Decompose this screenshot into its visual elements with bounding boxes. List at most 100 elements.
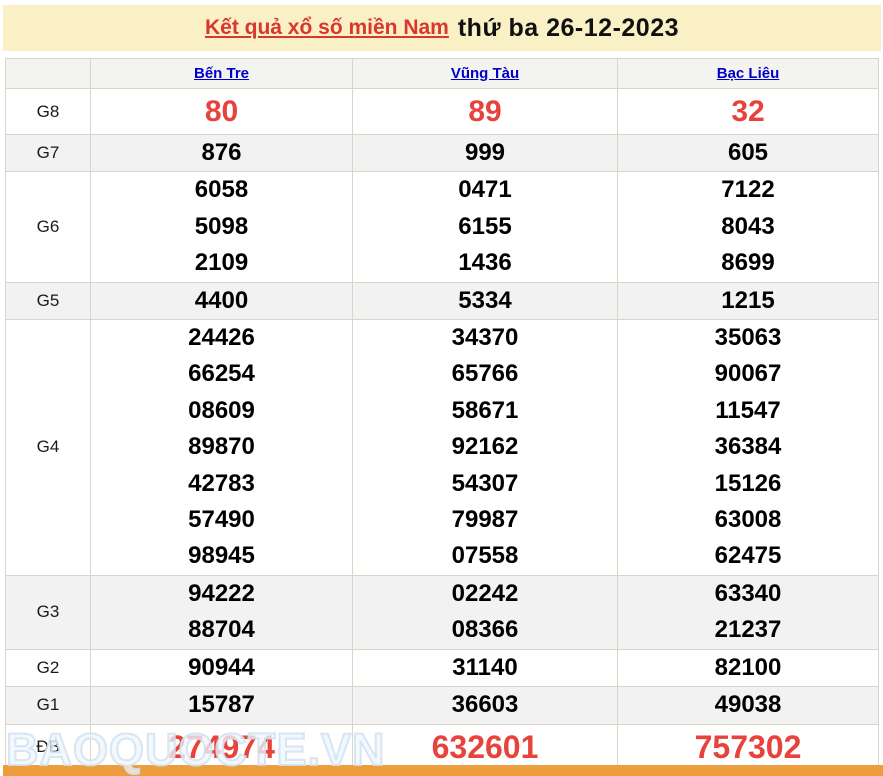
prize-cell: 7122 8043 8699 <box>617 171 879 283</box>
prize-number: 5098 <box>194 212 249 240</box>
prize-number: 54307 <box>451 469 519 497</box>
prize-number: 02242 <box>451 579 519 607</box>
prize-row: G5 4400 5334 1215 <box>5 281 879 321</box>
province-link-3[interactable]: Bạc Liêu <box>716 64 780 82</box>
prize-number: 89870 <box>188 433 255 461</box>
prize-number: 66254 <box>188 360 255 388</box>
prize-cell: 999 <box>352 133 618 173</box>
prize-label: G5 <box>5 281 91 321</box>
prize-cell: 0471 6155 1436 <box>352 171 618 283</box>
prize-number: 15126 <box>714 469 782 497</box>
prize-number: 94222 <box>188 579 255 607</box>
prize-cell: 31140 <box>352 648 618 688</box>
prize-number: 58671 <box>451 396 519 424</box>
prize-number: 0471 <box>458 176 512 204</box>
prize-number: 89 <box>468 95 502 128</box>
prize-label: G6 <box>5 171 91 283</box>
prize-number: 08609 <box>188 396 255 424</box>
results-table: Bến Tre Vũng Tàu Bạc Liêu G8 80 89 32 G7 876 9… <box>5 58 879 770</box>
prize-number: 07558 <box>451 542 519 570</box>
prize-label: G7 <box>5 133 91 173</box>
prize-number: 63008 <box>714 506 782 534</box>
prize-number: 36603 <box>451 691 519 719</box>
prize-cell: 632601 <box>352 723 618 770</box>
prize-number: 80 <box>204 95 239 128</box>
prize-cell: 757302 <box>617 723 879 770</box>
prize-number: 98945 <box>188 542 255 570</box>
prize-number: 274974 <box>168 728 275 765</box>
prize-row: G3 94222 88704 02242 08366 63340 21237 <box>5 574 879 650</box>
prize-number: 1215 <box>721 286 775 314</box>
prize-row: G1 15787 36603 49038 <box>5 686 879 725</box>
title-bar: Kết quả xổ số miền Nam thứ ba 26-12-2023 <box>3 5 881 51</box>
province-header: Vũng Tàu <box>352 58 618 89</box>
prize-number: 7122 <box>721 176 775 204</box>
prize-row: G4 24426 66254 08609 89870 42783 57490 98945 343… <box>5 319 879 576</box>
prize-number: 42783 <box>188 469 255 497</box>
prize-number: 605 <box>727 139 769 166</box>
prize-cell: 35063 90067 11547 36384 15126 63008 62475 <box>617 319 879 576</box>
prize-number: 6155 <box>458 212 512 240</box>
province-header: Bạc Liêu <box>617 58 879 89</box>
results-tbody: G8 80 89 32 G7 876 999 605 G6 6058 5098 2109 0471 615… <box>5 88 879 770</box>
prize-cell: 90944 <box>90 648 353 688</box>
prize-number: 08366 <box>451 616 519 644</box>
prize-cell: 605 <box>617 133 879 173</box>
prize-number: 21237 <box>714 616 782 644</box>
prize-number: 82100 <box>714 653 782 681</box>
prize-number: 79987 <box>451 506 519 534</box>
prize-label: G4 <box>5 319 91 576</box>
prize-cell: 15787 <box>90 686 353 725</box>
prize-row: G7 876 999 605 <box>5 133 879 173</box>
prize-cell: 1215 <box>617 281 879 321</box>
prize-number: 11547 <box>715 396 781 424</box>
prize-number: 24426 <box>188 324 255 352</box>
prize-cell: 34370 65766 58671 92162 54307 79987 07558 <box>352 319 618 576</box>
prize-number: 1436 <box>458 249 512 277</box>
prize-number: 90944 <box>188 653 255 681</box>
prize-cell: 02242 08366 <box>352 574 618 650</box>
prize-number: 15787 <box>188 691 255 719</box>
prize-number: 876 <box>201 139 242 166</box>
prize-number: 6058 <box>194 176 249 204</box>
prize-number: 31140 <box>452 653 518 681</box>
prize-number: 62475 <box>714 542 782 570</box>
prize-number: 5334 <box>458 286 512 314</box>
prize-number: 34370 <box>451 324 519 352</box>
prize-number: 35063 <box>714 324 782 352</box>
title-link[interactable]: Kết quả xổ số miền Nam <box>204 16 449 39</box>
table-header-row: Bến Tre Vũng Tàu Bạc Liêu <box>5 58 879 89</box>
prize-cell: 274974 <box>90 723 353 770</box>
prize-number: 57490 <box>188 506 255 534</box>
prize-number: 88704 <box>188 616 255 644</box>
prize-number: 90067 <box>714 360 782 388</box>
prize-label: G1 <box>5 686 91 725</box>
prize-cell: 32 <box>617 88 879 135</box>
prize-number: 757302 <box>694 728 802 765</box>
province-link-2[interactable]: Vũng Tàu <box>450 64 520 82</box>
prize-label: G3 <box>5 574 91 650</box>
prize-number: 8043 <box>721 212 775 240</box>
prize-number: 92162 <box>451 433 519 461</box>
prize-cell: 6058 5098 2109 <box>90 171 353 283</box>
prize-number: 632601 <box>431 728 539 765</box>
prize-number: 2109 <box>194 249 249 277</box>
province-link-1[interactable]: Bến Tre <box>193 64 250 82</box>
prize-label: ĐB <box>5 723 91 770</box>
prize-cell: 89 <box>352 88 618 135</box>
prize-cell: 24426 66254 08609 89870 42783 57490 98945 <box>90 319 353 576</box>
prize-row: ĐB 274974 632601 757302 <box>5 723 879 770</box>
prize-number: 4400 <box>194 286 249 314</box>
prize-cell: 63340 21237 <box>617 574 879 650</box>
prize-cell: 49038 <box>617 686 879 725</box>
prize-cell: 80 <box>90 88 353 135</box>
prize-number: 49038 <box>714 691 782 719</box>
prize-cell: 82100 <box>617 648 879 688</box>
prize-row: G8 80 89 32 <box>5 88 879 135</box>
prize-row: G6 6058 5098 2109 0471 6155 1436 7122 8043 8699 <box>5 171 879 283</box>
prize-cell: 36603 <box>352 686 618 725</box>
prize-number: 63340 <box>714 579 782 607</box>
prize-number: 36384 <box>714 433 782 461</box>
prize-number: 8699 <box>721 249 775 277</box>
prize-number: 999 <box>464 139 506 166</box>
